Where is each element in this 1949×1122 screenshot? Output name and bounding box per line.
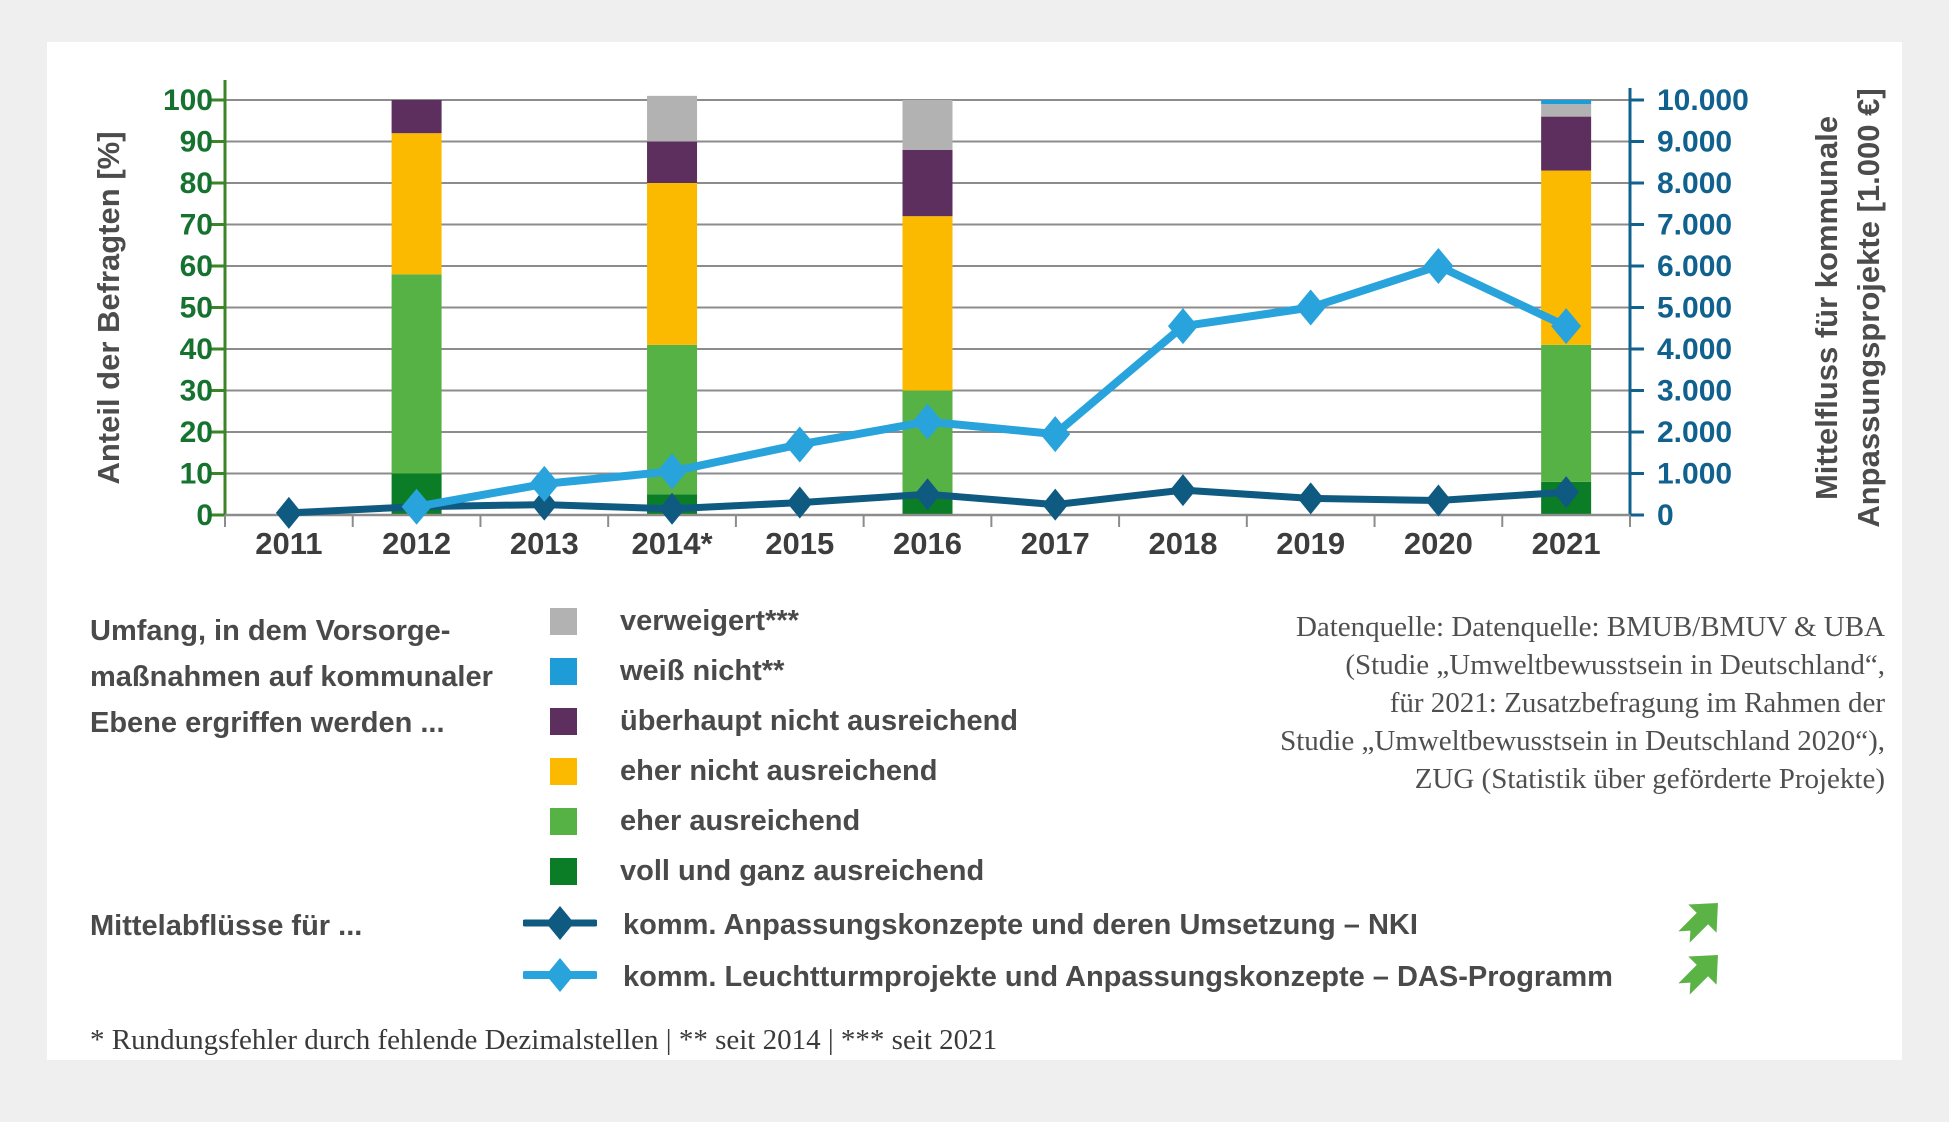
svg-text:2021: 2021: [1532, 526, 1601, 561]
right-axis-title: Mittelfluss für kommunale Anpassungsproje…: [1809, 88, 1886, 527]
svg-text:0: 0: [1657, 499, 1674, 532]
legend-item-weiss-nicht: weiß nicht**: [550, 654, 1018, 688]
bar-legend: verweigert*** weiß nicht** überhaupt nic…: [550, 604, 1018, 888]
legend-label: eher ausreichend: [620, 804, 861, 837]
trend-up-arrow-icon: [1678, 955, 1718, 995]
svg-text:0: 0: [196, 499, 213, 532]
legend-swatch-lightgreen: [550, 807, 577, 835]
nki-line-sample-icon: [521, 903, 599, 948]
legend-label: überhaupt nicht ausreichend: [620, 704, 1018, 737]
svg-text:2013: 2013: [510, 526, 579, 561]
trend-arrows: [1677, 896, 1725, 996]
svg-text:2.000: 2.000: [1657, 416, 1732, 449]
svg-text:9.000: 9.000: [1657, 126, 1732, 159]
svg-text:2016: 2016: [893, 526, 962, 561]
data-source-line: Studie „Umweltbewusstsein in Deutschland…: [1280, 725, 1885, 757]
svg-text:2019: 2019: [1276, 526, 1345, 561]
svg-text:2020: 2020: [1404, 526, 1473, 561]
svg-text:2012: 2012: [382, 526, 451, 561]
svg-text:2011: 2011: [255, 526, 322, 561]
svg-text:50: 50: [180, 292, 213, 325]
svg-text:20: 20: [180, 416, 213, 449]
line-legend-intro: Mittelabflüsse für ...: [90, 910, 363, 942]
legend-swatch-darkgreen: [550, 857, 577, 885]
chart-card: 0 10 20 30 40 50 60 70 80 90 100 0 1.000 2.000 3.000 4.…: [47, 42, 1902, 1060]
svg-text:10.000: 10.000: [1657, 84, 1749, 117]
svg-text:2014*: 2014*: [632, 526, 714, 561]
legend-item-eher-ausreichend: eher ausreichend: [550, 804, 1018, 838]
legend-item-verweigert: verweigert***: [550, 604, 1018, 638]
svg-text:3.000: 3.000: [1657, 375, 1732, 408]
line-legend: komm. Anpassungskonzepte und deren Umset…: [521, 903, 1613, 1000]
svg-text:2018: 2018: [1148, 526, 1217, 561]
legend-label: weiß nicht**: [620, 654, 785, 687]
legend-label: komm. Anpassungskonzepte und deren Umset…: [623, 908, 1418, 941]
legend-swatch-yellow: [550, 757, 577, 785]
svg-text:2015: 2015: [765, 526, 834, 561]
svg-text:70: 70: [180, 209, 213, 242]
svg-text:40: 40: [180, 333, 213, 366]
svg-text:90: 90: [180, 126, 213, 159]
legend-item-voll-und-ganz: voll und ganz ausreichend: [550, 854, 1018, 888]
svg-text:30: 30: [180, 375, 213, 408]
bar-legend-intro: Umfang, in dem Vorsorge- maßnahmen auf k…: [90, 608, 493, 746]
svg-text:2017: 2017: [1021, 526, 1090, 561]
legend-item-ueberhaupt-nicht: überhaupt nicht ausreichend: [550, 704, 1018, 738]
svg-text:5.000: 5.000: [1657, 292, 1732, 325]
data-source-line: Datenquelle: Datenquelle: BMUB/BMUV & UB…: [1295, 611, 1885, 643]
data-source: Datenquelle: Datenquelle: BMUB/BMUV & UB…: [1280, 608, 1885, 798]
svg-text:1.000: 1.000: [1657, 458, 1732, 491]
svg-text:60: 60: [180, 250, 213, 283]
data-source-line: für 2021: Zusatzbefragung im Rahmen der: [1389, 687, 1885, 719]
legend-item-das-line: komm. Leuchtturmprojekte und Anpassungsk…: [521, 955, 1613, 1000]
svg-text:6.000: 6.000: [1657, 250, 1732, 283]
legend-swatch-gray: [550, 607, 577, 635]
svg-text:4.000: 4.000: [1657, 333, 1732, 366]
combo-chart: 0 10 20 30 40 50 60 70 80 90 100 0 1.000 2.000 3.000 4.…: [91, 80, 1886, 561]
left-axis-title: Anteil der Befragten [%]: [91, 131, 126, 484]
das-line-sample-icon: [521, 955, 599, 1000]
trend-up-arrow-icon: [1678, 903, 1718, 943]
legend-item-eher-nicht: eher nicht ausreichend: [550, 754, 1018, 788]
svg-text:8.000: 8.000: [1657, 167, 1732, 200]
bar-legend-intro-line: Umfang, in dem Vorsorge-: [90, 615, 451, 647]
footnote: * Rundungsfehler durch fehlende Dezimals…: [90, 1024, 998, 1056]
svg-text:80: 80: [180, 167, 213, 200]
svg-text:10: 10: [180, 458, 213, 491]
svg-text:7.000: 7.000: [1657, 209, 1732, 242]
legend-swatch-purple: [550, 707, 577, 735]
bar-legend-intro-line: maßnahmen auf kommunaler: [90, 661, 493, 693]
legend-label: voll und ganz ausreichend: [620, 854, 985, 887]
legend-swatch-blue: [550, 657, 577, 685]
svg-text:100: 100: [163, 84, 213, 117]
legend-label: eher nicht ausreichend: [620, 754, 938, 787]
legend-item-nki-line: komm. Anpassungskonzepte und deren Umset…: [521, 903, 1613, 948]
bar-legend-intro-line: Ebene ergriffen werden ...: [90, 707, 445, 739]
legend-label: komm. Leuchtturmprojekte und Anpassungsk…: [623, 960, 1613, 993]
legend-label: verweigert***: [620, 604, 799, 637]
data-source-line: ZUG (Statistik über geförderte Projekte): [1414, 763, 1885, 795]
data-source-line: (Studie „Umweltbewusstsein in Deutschlan…: [1345, 649, 1885, 681]
